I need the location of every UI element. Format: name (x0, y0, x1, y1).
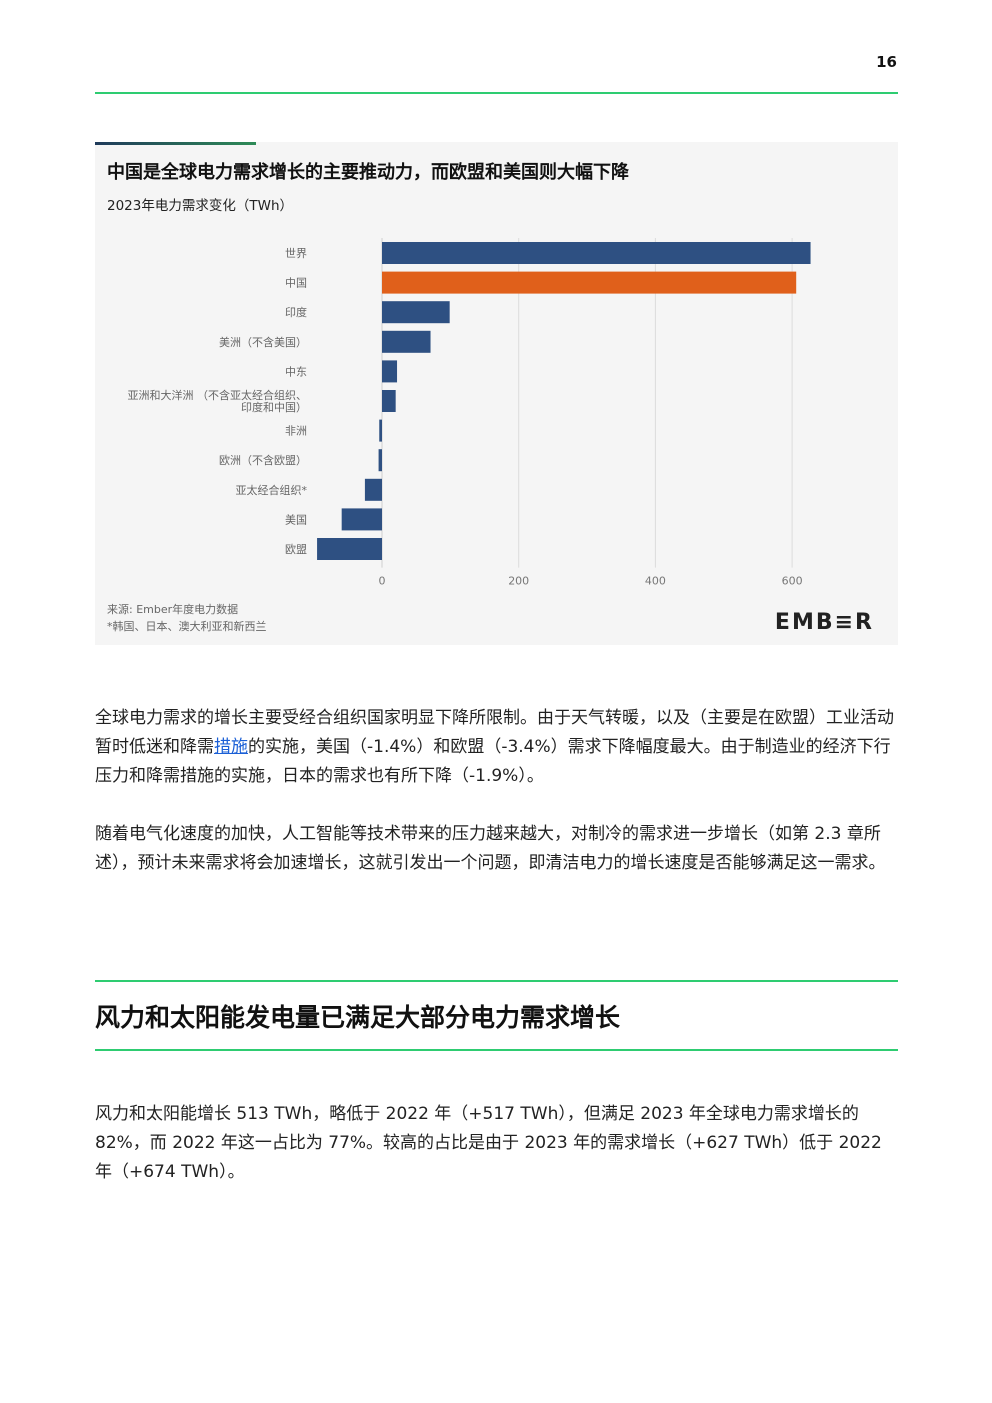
x-tick-label: 200 (508, 575, 529, 588)
bar (317, 538, 382, 560)
category-label: 非洲 (285, 425, 307, 438)
bar (378, 449, 382, 472)
x-tick-label: 400 (645, 575, 666, 588)
category-label: 印度和中国） (241, 400, 307, 414)
section-top-rule (95, 980, 898, 982)
chart-footnote: *韩国、日本、澳大利亚和新西兰 (107, 620, 267, 633)
ember-logo: EMB≡R (774, 610, 874, 635)
paragraph-1-text-b: 的实施，美国（-1.4%）和欧盟（-3.4%）需求下降幅度最大。由于制造业的经济… (95, 737, 891, 786)
bar (364, 478, 382, 501)
bar (382, 390, 396, 412)
top-divider (95, 92, 898, 94)
paragraph-3: 风力和太阳能增长 513 TWh，略低于 2022 年（+517 TWh），但满… (95, 1104, 882, 1182)
category-label: 亚太经合组织* (236, 483, 308, 497)
paragraph-1-text-a: 全球电力需求的增长主要受经合组织国家明显下降所限制。由于天气转暖，以及（主要是在… (95, 708, 894, 757)
bar (341, 508, 382, 531)
category-label: 欧盟 (285, 543, 307, 556)
bar (382, 360, 398, 383)
category-label: 美洲（不含美国） (219, 335, 307, 349)
category-label: 欧洲（不含欧盟） (219, 453, 307, 467)
category-label: 中东 (285, 365, 307, 378)
bar (382, 271, 797, 294)
bar (382, 330, 431, 353)
section-bottom-rule (95, 1049, 898, 1051)
category-label: 中国 (285, 277, 307, 290)
page-number: 16 (876, 53, 897, 71)
measures-link[interactable]: 措施 (214, 737, 248, 757)
chart-accent-bar (95, 142, 256, 145)
chart-card: 中国是全球电力需求增长的主要推动力，而欧盟和美国则大幅下降 2023年电力需求变… (95, 142, 898, 645)
x-tick-label: 600 (782, 575, 803, 588)
chart-source: 来源: Ember年度电力数据 (107, 603, 239, 616)
paragraph-2: 随着电气化速度的加快，人工智能等技术带来的压力越来越大，对制冷的需求进一步增长（… (95, 824, 886, 873)
category-label: 美国 (285, 513, 307, 526)
chart-title: 中国是全球电力需求增长的主要推动力，而欧盟和美国则大幅下降 (107, 162, 629, 183)
bar (382, 242, 811, 264)
bar (382, 301, 450, 324)
bar (379, 419, 382, 442)
category-label: 印度 (285, 305, 307, 319)
category-label: 亚洲和大洋洲 （不含亚太经合组织、 (128, 388, 308, 402)
chart-subtitle: 2023年电力需求变化（TWh） (107, 198, 294, 214)
category-label: 世界 (285, 247, 307, 260)
paragraph-1: 全球电力需求的增长主要受经合组织国家明显下降所限制。由于天气转暖，以及（主要是在… (95, 704, 895, 791)
x-tick-label: 0 (379, 575, 386, 588)
section-title: 风力和太阳能发电量已满足大部分电力需求增长 (95, 1003, 621, 1032)
